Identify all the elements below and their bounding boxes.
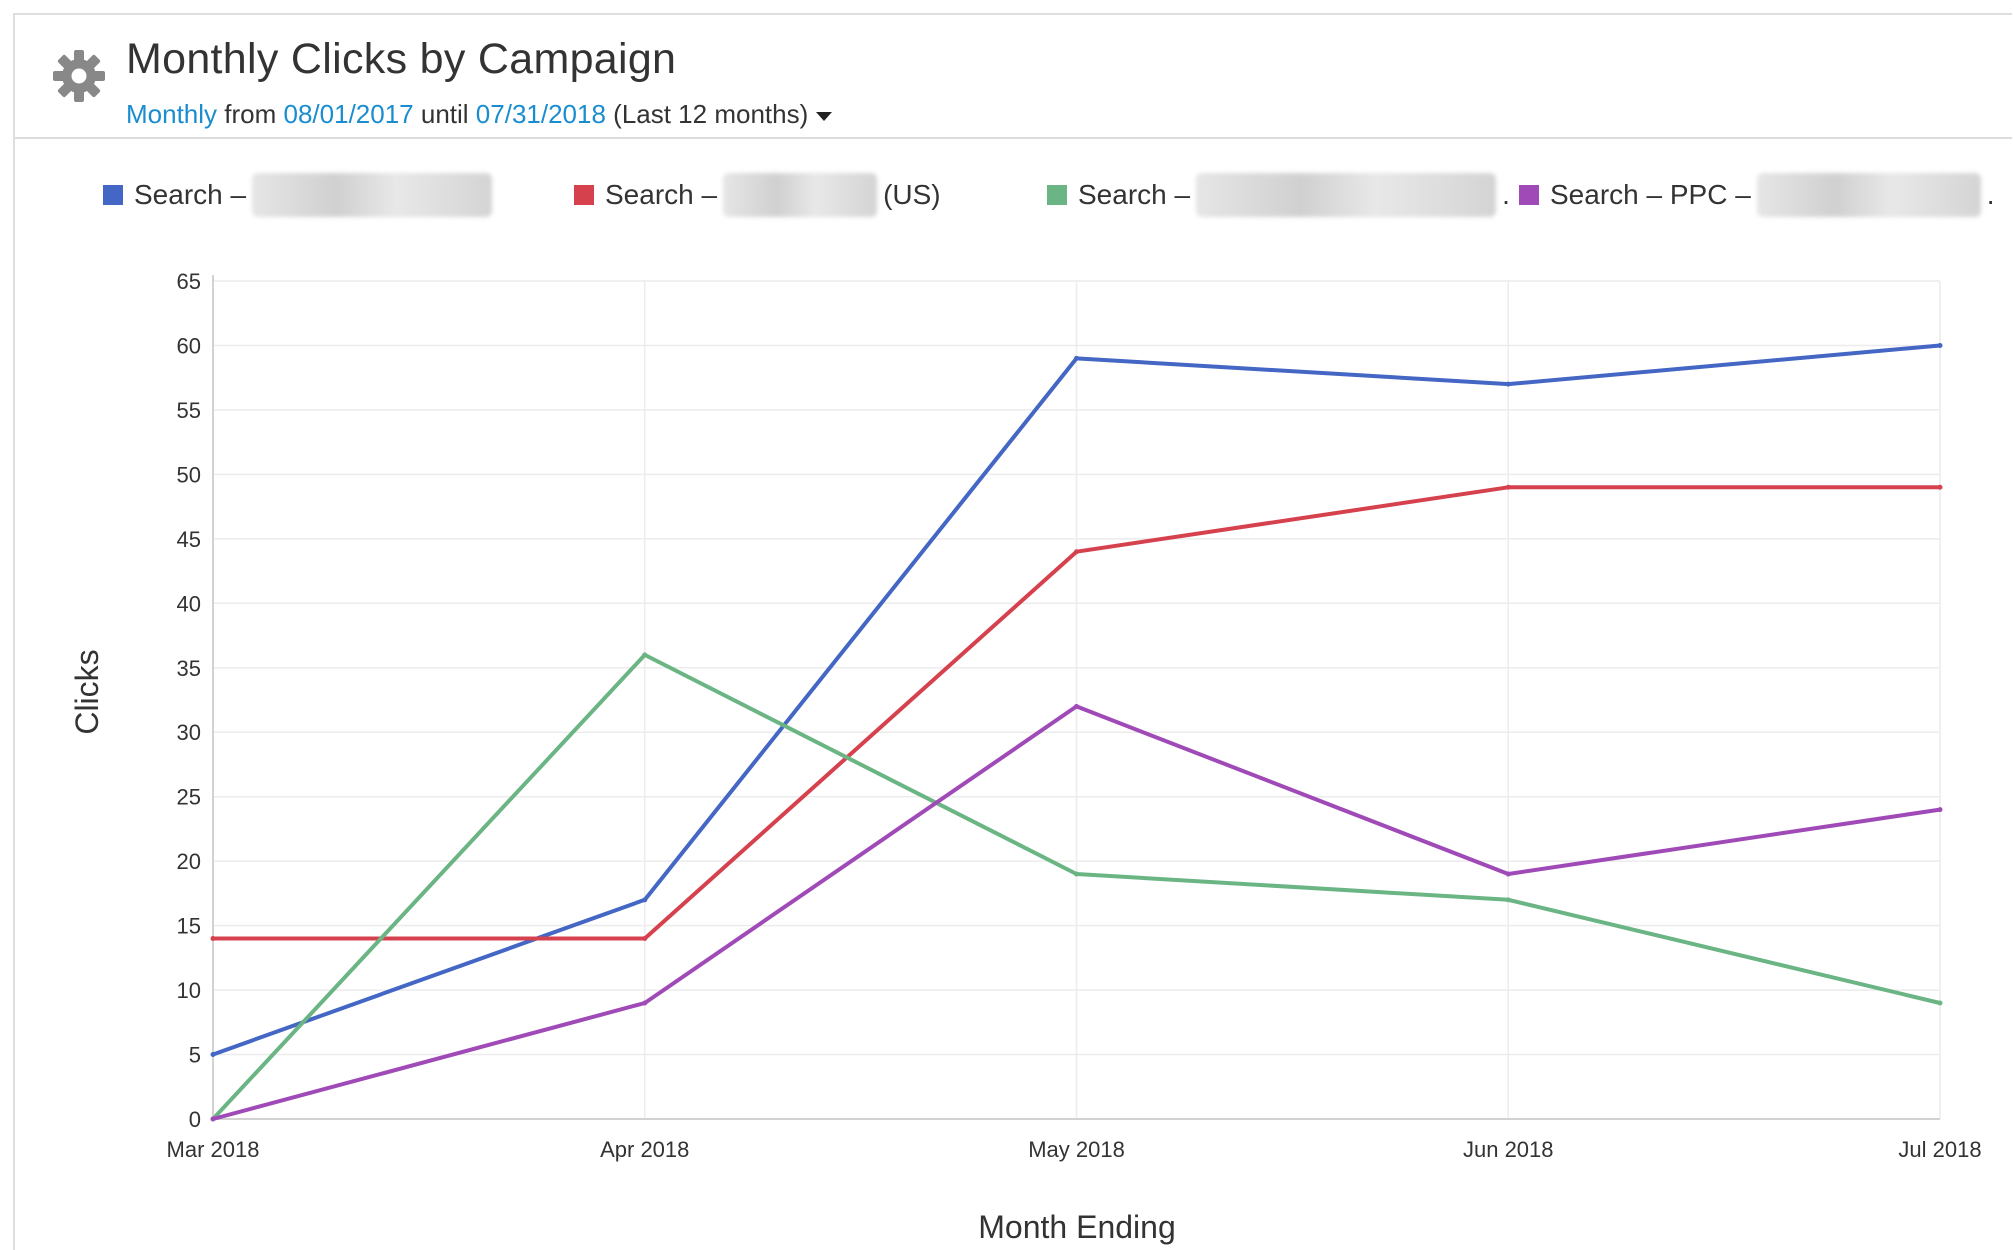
legend-suffix: .	[1502, 179, 1510, 210]
y-tick-label: 30	[177, 720, 201, 745]
gear-icon[interactable]	[51, 48, 107, 104]
caret-down-icon[interactable]	[816, 111, 833, 121]
x-tick-label: Apr 2018	[600, 1137, 689, 1162]
end-date-link[interactable]: 07/31/2018	[475, 99, 606, 129]
data-point[interactable]	[642, 652, 648, 658]
redacted-text	[1756, 173, 1981, 217]
data-point[interactable]	[1937, 1000, 1943, 1006]
y-tick-label: 20	[177, 849, 201, 874]
chart-legend: Search – Search – (US) Search – . Search…	[15, 165, 2012, 225]
y-tick-label: 35	[177, 656, 201, 681]
period-link[interactable]: Monthly	[126, 99, 218, 129]
legend-item-series-2[interactable]: Search – (US)	[574, 165, 941, 225]
start-date-link[interactable]: 08/01/2017	[283, 99, 414, 129]
until-text: until	[413, 99, 476, 129]
y-axis-title: Clicks	[69, 649, 105, 734]
data-point[interactable]	[1074, 355, 1079, 361]
from-text: from	[217, 99, 284, 129]
data-point[interactable]	[210, 936, 216, 942]
data-point[interactable]	[642, 1000, 648, 1006]
data-point[interactable]	[210, 1116, 216, 1122]
panel-header: Monthly Clicks by Campaign Monthly from …	[15, 15, 2012, 139]
redacted-text	[723, 173, 878, 217]
redacted-text	[252, 173, 493, 217]
legend-item-series-4[interactable]: Search – PPC – .	[1519, 165, 1995, 225]
legend-suffix: .	[1986, 179, 1995, 210]
date-range-selector[interactable]: Monthly from 08/01/2017 until 07/31/2018…	[126, 99, 833, 130]
y-tick-label: 45	[177, 527, 201, 552]
legend-swatch	[1519, 185, 1539, 205]
legend-label: Search –	[134, 179, 247, 210]
data-point[interactable]	[1074, 871, 1079, 877]
data-point[interactable]	[1505, 897, 1511, 903]
series-lines	[210, 342, 1943, 1122]
legend-suffix: (US)	[883, 179, 941, 210]
y-tick-label: 60	[177, 333, 201, 358]
y-tick-label: 65	[177, 269, 201, 294]
x-tick-label: May 2018	[1028, 1137, 1125, 1162]
x-tick-label: Mar 2018	[167, 1137, 260, 1162]
legend-swatch	[103, 185, 123, 205]
data-point[interactable]	[1074, 549, 1079, 555]
y-tick-label: 50	[177, 462, 201, 487]
data-point[interactable]	[210, 1052, 216, 1058]
chart-panel: Monthly Clicks by Campaign Monthly from …	[13, 13, 2012, 1250]
data-point[interactable]	[1937, 807, 1943, 813]
data-point[interactable]	[642, 897, 648, 903]
y-tick-label: 25	[177, 785, 201, 810]
legend-label: Search –	[605, 179, 718, 210]
data-point[interactable]	[1074, 703, 1079, 709]
data-point[interactable]	[1937, 484, 1943, 490]
tick-labels: 0 5 10 15 20 25 30 35 40 45 50 55 60 65 Mar 2018 Apr 20…	[167, 269, 1982, 1162]
y-tick-label: 0	[189, 1107, 201, 1132]
chart-title: Monthly Clicks by Campaign	[126, 35, 677, 83]
data-point[interactable]	[1505, 381, 1511, 387]
axes	[212, 275, 1940, 1120]
x-axis-title: Month Ending	[978, 1209, 1175, 1245]
redacted-text	[1196, 173, 1497, 217]
range-label: (Last 12 months)	[605, 99, 809, 129]
x-tick-label: Jun 2018	[1463, 1137, 1554, 1162]
data-point[interactable]	[1505, 871, 1511, 877]
y-tick-label: 55	[177, 398, 201, 423]
legend-item-series-3[interactable]: Search – .	[1047, 165, 1510, 225]
y-tick-label: 40	[177, 591, 201, 616]
grid	[212, 280, 1941, 1120]
legend-label: Search – PPC –	[1550, 179, 1751, 210]
data-point[interactable]	[1937, 342, 1943, 348]
y-tick-label: 5	[189, 1043, 201, 1068]
data-point[interactable]	[642, 936, 648, 942]
y-tick-label: 15	[177, 914, 201, 939]
legend-swatch	[1047, 185, 1067, 205]
data-point[interactable]	[1505, 484, 1511, 490]
y-tick-label: 10	[177, 978, 201, 1003]
x-tick-label: Jul 2018	[1898, 1137, 1981, 1162]
legend-label: Search –	[1078, 179, 1191, 210]
legend-item-series-1[interactable]: Search –	[103, 165, 498, 225]
legend-swatch	[574, 185, 594, 205]
